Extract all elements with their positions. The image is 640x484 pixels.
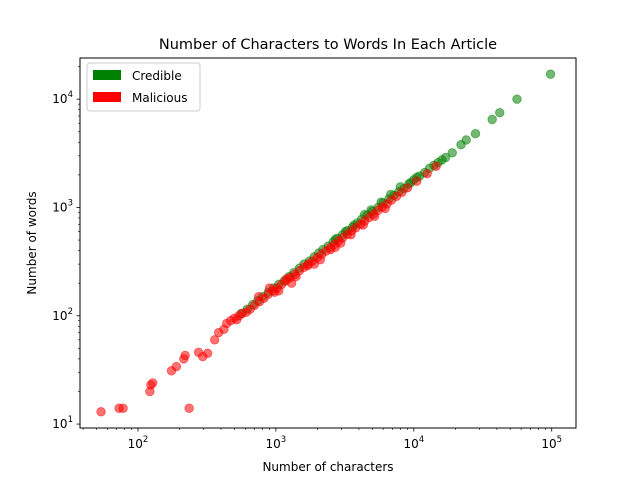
point-malicious-77 — [286, 278, 297, 288]
point-malicious-3 — [184, 403, 194, 413]
y-tick-label: 104 — [52, 90, 73, 106]
legend-swatch-malicious — [93, 92, 121, 102]
point-malicious-76 — [269, 287, 280, 297]
legend-swatch-credible — [93, 70, 121, 80]
point-credible-1 — [512, 94, 522, 104]
point-malicious-79 — [330, 242, 341, 252]
x-tick-label: 105 — [541, 435, 562, 451]
chart-title: Number of Characters to Words In Each Ar… — [159, 37, 497, 53]
point-malicious-60 — [412, 176, 422, 186]
legend: Credible Malicious — [86, 62, 201, 112]
y-axis-label: Number of words — [25, 191, 39, 294]
point-malicious-75 — [253, 292, 264, 302]
point-malicious-74 — [380, 203, 390, 214]
point-malicious-61 — [422, 169, 432, 179]
point-malicious-0 — [96, 407, 106, 417]
point-malicious-2 — [118, 403, 128, 413]
point-credible-56 — [437, 155, 447, 165]
point-credible-0 — [545, 69, 556, 79]
y-tick-label: 103 — [52, 198, 73, 214]
point-malicious-71 — [346, 230, 356, 240]
point-credible-7 — [447, 148, 457, 158]
x-tick-label: 104 — [403, 435, 424, 451]
plot-area-frame — [79, 57, 577, 429]
point-credible-2 — [495, 108, 505, 118]
point-malicious-66 — [291, 271, 301, 282]
point-malicious-73 — [369, 211, 380, 221]
x-tick-label: 103 — [266, 435, 287, 451]
point-malicious-10 — [180, 350, 190, 361]
point-malicious-62 — [431, 161, 441, 172]
y-tick-label: 101 — [52, 415, 73, 431]
point-credible-6 — [456, 139, 466, 150]
point-malicious-6 — [148, 378, 158, 388]
point-credible-4 — [470, 128, 481, 139]
x-axis-ticks: 102 103 104 105 — [82, 428, 562, 451]
point-credible-3 — [487, 114, 497, 125]
x-axis-label: Number of characters — [262, 460, 393, 474]
legend-label-credible: Credible — [132, 69, 182, 83]
point-malicious-78 — [309, 259, 320, 269]
y-axis-ticks: 101 102 103 104 — [52, 66, 80, 431]
point-malicious-59 — [402, 183, 413, 193]
point-malicious-14 — [209, 335, 220, 345]
points-layer — [96, 69, 556, 417]
point-malicious-13 — [202, 348, 213, 359]
y-tick-label: 102 — [52, 307, 73, 323]
point-malicious-8 — [171, 361, 182, 372]
legend-label-malicious: Malicious — [132, 91, 188, 105]
x-tick-label: 102 — [128, 435, 149, 451]
point-malicious-72 — [358, 220, 368, 230]
